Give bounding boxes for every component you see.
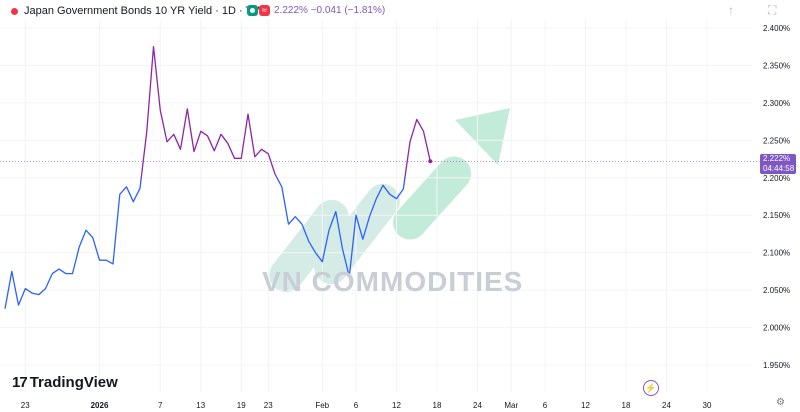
y-axis: 1.950% 2.000% 2.050% 2.100% 2.150% 2.200% 2.25… xyxy=(763,24,790,370)
yield-line xyxy=(4,46,431,309)
x-tick-label: 24 xyxy=(662,401,671,410)
x-tick-label: 6 xyxy=(543,401,548,410)
x-tick-label: 12 xyxy=(581,401,590,410)
y-tick-label: 2.350% xyxy=(763,61,790,70)
grid xyxy=(0,20,752,392)
y-tick-label: 2.400% xyxy=(763,24,790,33)
data-source-badge[interactable]: ≈ xyxy=(259,5,270,16)
tradingview-logo[interactable]: 17 TradingView xyxy=(12,374,118,391)
market-open-badge[interactable] xyxy=(247,5,258,16)
x-tick-label: Mar xyxy=(504,401,518,410)
x-tick-label: 30 xyxy=(703,401,712,410)
x-tick-label: Feb xyxy=(315,401,329,410)
watermark-text: VN COMMODITIES xyxy=(262,266,524,297)
x-tick-label: 2026 xyxy=(91,401,109,410)
tradingview-logo-glyph: 17 xyxy=(12,374,28,391)
x-tick-label: 19 xyxy=(237,401,246,410)
x-tick-label: 23 xyxy=(21,401,30,410)
last-point-marker xyxy=(428,159,433,164)
y-tick-label: 2.150% xyxy=(763,211,790,220)
series-line xyxy=(4,46,433,309)
last-price-label: 2.222% xyxy=(763,154,791,163)
x-tick-label: 12 xyxy=(392,401,401,410)
x-tick-label: 6 xyxy=(354,401,359,410)
x-tick-label: 23 xyxy=(264,401,273,410)
x-tick-label: 13 xyxy=(196,401,205,410)
last-price-badge: 2.222% 04:44:58 xyxy=(760,154,796,174)
countdown-label: 04:44:58 xyxy=(763,164,795,173)
x-axis: 23 2026 7 13 19 23 Feb 6 12 18 24 Mar 6 12 18 24 30 xyxy=(21,401,712,410)
market-status-dot xyxy=(11,8,18,15)
tradingview-name: TradingView xyxy=(29,374,118,391)
y-tick-label: 2.200% xyxy=(763,174,790,183)
y-tick-label: 2.300% xyxy=(763,99,790,108)
gear-icon[interactable]: ⚙ xyxy=(776,397,785,408)
y-tick-label: 1.950% xyxy=(763,361,790,370)
x-tick-label: 7 xyxy=(158,401,163,410)
x-tick-label: 18 xyxy=(433,401,442,410)
quote-readout: 2.222% −0.041 (−1.81%) xyxy=(274,5,386,16)
x-tick-label: 18 xyxy=(622,401,631,410)
y-tick-label: 2.000% xyxy=(763,324,790,333)
y-tick-label: 2.050% xyxy=(763,286,790,295)
watermark-logo xyxy=(269,108,510,293)
y-tick-label: 2.100% xyxy=(763,249,790,258)
y-tick-label: 2.250% xyxy=(763,136,790,145)
arrow-up-icon[interactable]: ↑ xyxy=(728,3,734,17)
maximize-icon[interactable]: ⛶ xyxy=(768,3,777,17)
x-tick-label: 24 xyxy=(473,401,482,410)
symbol-title[interactable]: Japan Government Bonds 10 YR Yield · 1D … xyxy=(24,5,268,17)
chart-header: Japan Government Bonds 10 YR Yield · 1D … xyxy=(0,0,800,22)
bolt-icon[interactable]: ⚡ xyxy=(643,380,659,396)
